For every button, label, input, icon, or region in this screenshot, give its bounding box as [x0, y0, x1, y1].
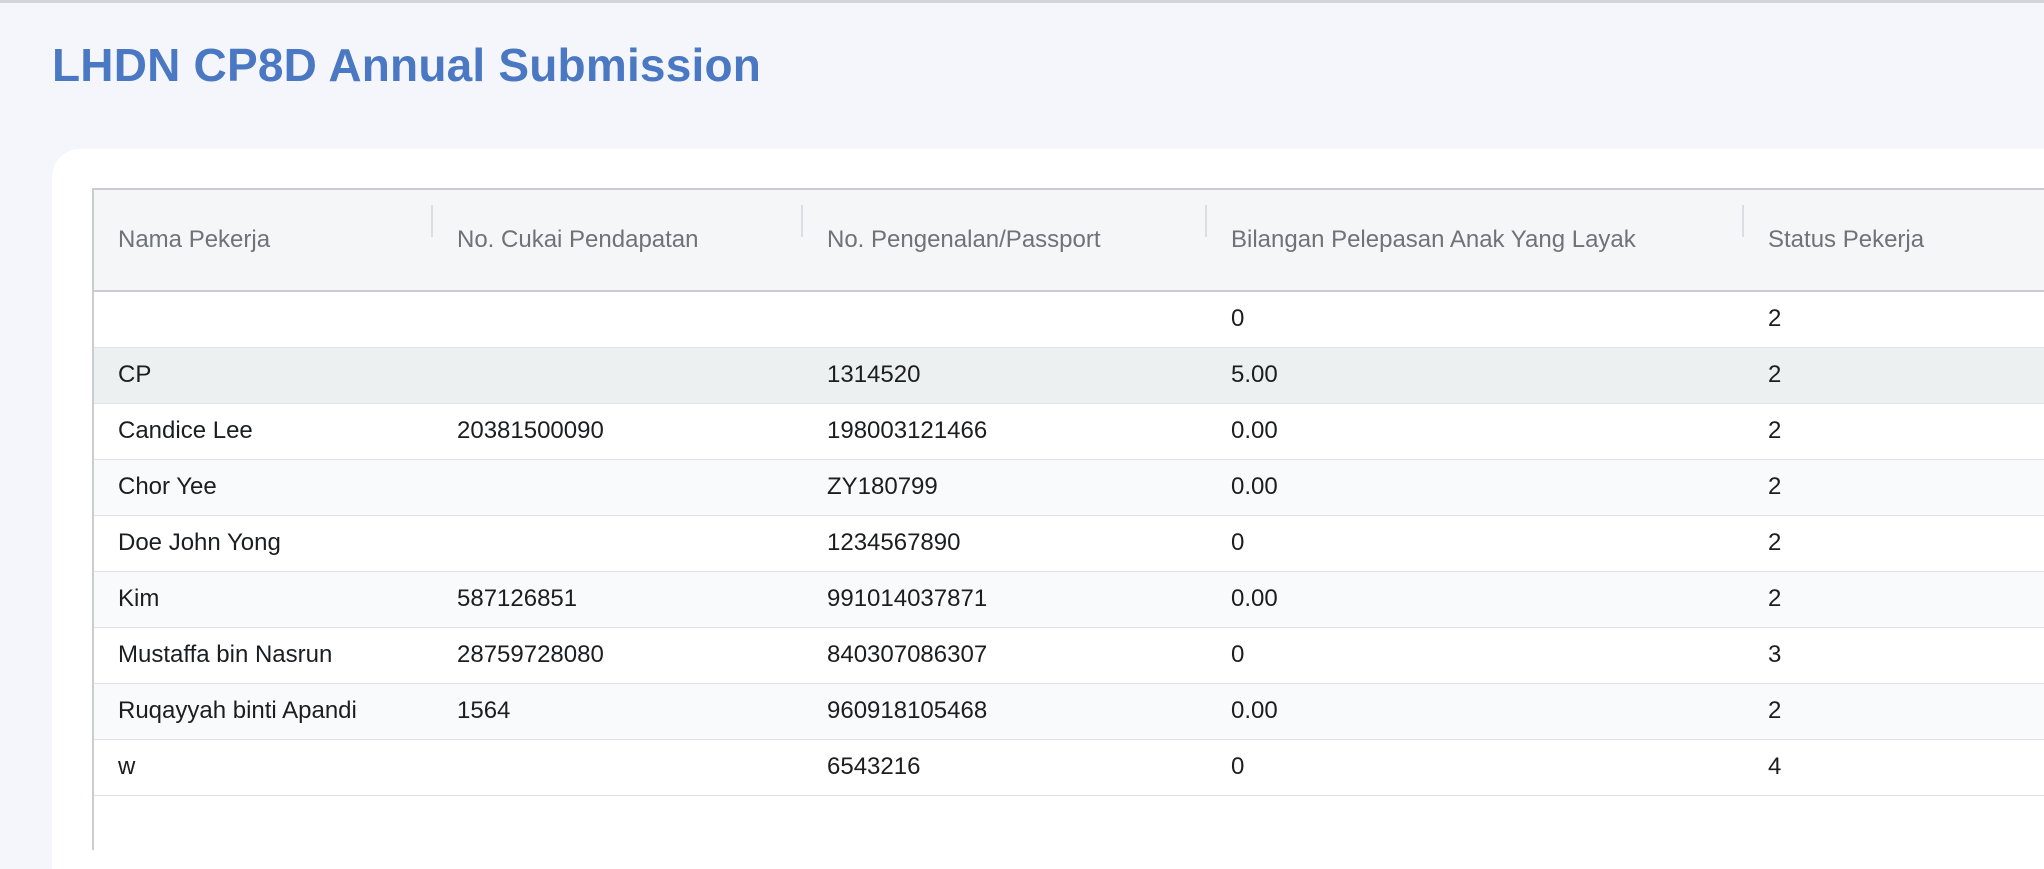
cell-no-pengenalan: ZY180799: [827, 473, 938, 500]
cell-bilangan-pelepasan: 0: [1231, 641, 1245, 668]
cell-bilangan-pelepasan: 0: [1231, 753, 1245, 780]
cell-no-cukai: 587126851: [457, 585, 578, 612]
table-row[interactable]: CP 1314520 5.00 2: [94, 347, 2044, 403]
employee-table: Nama Pekerja No. Cukai Pendapatan No. Pe…: [94, 190, 2044, 796]
table-row[interactable]: Ruqayyah binti Apandi 1564 960918105468 0.0…: [94, 683, 2044, 739]
column-resize-handle[interactable]: [1742, 205, 1744, 237]
cell-no-pengenalan: 1234567890: [827, 529, 961, 556]
column-header-bilangan-pelepasan-anak[interactable]: Bilangan Pelepasan Anak Yang Layak: [1207, 190, 1744, 291]
cell-status-pekerja: 2: [1768, 473, 1782, 500]
cell-no-pengenalan: 198003121466: [827, 417, 988, 444]
cell-no-pengenalan: [803, 291, 1207, 347]
table-row[interactable]: Chor Yee ZY180799 0.00 2: [94, 459, 2044, 515]
cell-bilangan-pelepasan: 0: [1231, 529, 1245, 556]
window-top-border: [0, 0, 2044, 3]
column-resize-handle[interactable]: [431, 205, 433, 237]
column-header-label: Nama Pekerja: [118, 226, 271, 253]
table-row[interactable]: Doe John Yong 1234567890 0 2: [94, 515, 2044, 571]
cell-no-pengenalan: 6543216: [827, 753, 921, 780]
column-header-no-cukai-pendapatan[interactable]: No. Cukai Pendapatan: [433, 190, 803, 291]
column-header-status-pekerja[interactable]: Status Pekerja: [1744, 190, 2044, 291]
cell-no-cukai: [433, 291, 803, 347]
cell-no-pengenalan: 1314520: [827, 361, 921, 388]
cell-no-cukai: [433, 459, 803, 515]
cell-no-pengenalan: 991014037871: [827, 585, 988, 612]
cell-no-cukai: 20381500090: [457, 417, 604, 444]
cell-status-pekerja: 2: [1768, 585, 1782, 612]
cell-nama-pekerja: Chor Yee: [118, 473, 217, 500]
cell-status-pekerja: 2: [1768, 361, 1782, 388]
table-row[interactable]: Candice Lee 20381500090 198003121466 0.00 2: [94, 403, 2044, 459]
column-resize-handle[interactable]: [801, 205, 803, 237]
table-header-row: Nama Pekerja No. Cukai Pendapatan No. Pe…: [94, 190, 2044, 291]
cell-nama-pekerja: Mustaffa bin Nasrun: [118, 641, 333, 668]
cell-status-pekerja: 2: [1768, 697, 1782, 724]
column-header-nama-pekerja[interactable]: Nama Pekerja: [94, 190, 433, 291]
cell-nama-pekerja: Ruqayyah binti Apandi: [118, 697, 357, 724]
column-header-no-pengenalan-passport[interactable]: No. Pengenalan/Passport: [803, 190, 1207, 291]
cell-no-pengenalan: 840307086307: [827, 641, 988, 668]
cell-status-pekerja: 4: [1768, 753, 1782, 780]
column-resize-handle[interactable]: [1205, 205, 1207, 237]
cell-no-cukai: [433, 515, 803, 571]
column-header-label: Status Pekerja: [1768, 226, 1925, 253]
cell-no-cukai: [433, 739, 803, 795]
table-row[interactable]: w 6543216 0 4: [94, 739, 2044, 795]
cell-bilangan-pelepasan: 5.00: [1231, 361, 1278, 388]
cell-bilangan-pelepasan: 0.00: [1231, 697, 1278, 724]
column-header-label: No. Pengenalan/Passport: [827, 226, 1101, 253]
page-title: LHDN CP8D Annual Submission: [52, 39, 762, 91]
table-header: Nama Pekerja No. Cukai Pendapatan No. Pe…: [94, 190, 2044, 291]
table-row[interactable]: Mustaffa bin Nasrun 28759728080 8403070863…: [94, 627, 2044, 683]
table-body: 0 2 CP 1314520 5.00 2 Candice Lee 20381500090 19…: [94, 291, 2044, 795]
cell-status-pekerja: 2: [1768, 417, 1782, 444]
cell-nama-pekerja: CP: [118, 361, 152, 388]
cell-nama-pekerja: [94, 291, 433, 347]
cell-nama-pekerja: Doe John Yong: [118, 529, 281, 556]
table-row[interactable]: Kim 587126851 991014037871 0.00 2: [94, 571, 2044, 627]
cell-no-pengenalan: 960918105468: [827, 697, 988, 724]
cell-no-cukai: 28759728080: [457, 641, 604, 668]
cell-no-cukai: 1564: [457, 697, 511, 724]
cell-nama-pekerja: w: [118, 753, 136, 780]
cell-bilangan-pelepasan: 0.00: [1231, 473, 1278, 500]
cell-nama-pekerja: Candice Lee: [118, 417, 253, 444]
column-header-label: No. Cukai Pendapatan: [457, 226, 699, 253]
cell-bilangan-pelepasan: 0.00: [1231, 417, 1278, 444]
cell-status-pekerja: 3: [1768, 641, 1782, 668]
column-header-label: Bilangan Pelepasan Anak Yang Layak: [1231, 226, 1636, 253]
cell-no-cukai: [433, 347, 803, 403]
cell-bilangan-pelepasan: 0.00: [1231, 585, 1278, 612]
cell-bilangan-pelepasan: 0: [1231, 305, 1245, 333]
cell-status-pekerja: 2: [1768, 305, 1782, 333]
cell-nama-pekerja: Kim: [118, 585, 160, 612]
cell-status-pekerja: 2: [1768, 529, 1782, 556]
employee-table-container: Nama Pekerja No. Cukai Pendapatan No. Pe…: [92, 188, 2044, 850]
